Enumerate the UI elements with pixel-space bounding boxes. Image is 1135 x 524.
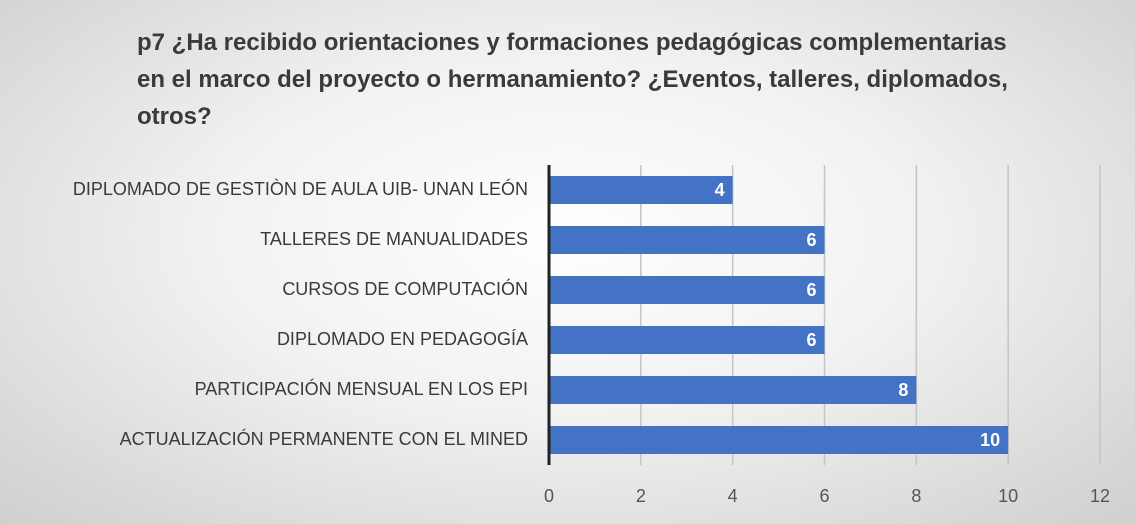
x-tick-label: 12 xyxy=(1090,486,1110,506)
bar xyxy=(549,426,1009,454)
bar xyxy=(549,226,825,254)
data-label: 10 xyxy=(980,430,1000,450)
chart-title: p7 ¿Ha recibido orientaciones y formacio… xyxy=(137,29,1008,130)
bar xyxy=(549,326,825,354)
y-tick-label: DIPLOMADO DE GESTIÒN DE AULA UIB- UNAN L… xyxy=(73,178,528,199)
x-tick-label: 8 xyxy=(911,486,921,506)
y-tick-label: TALLERES DE MANUALIDADES xyxy=(260,229,528,249)
y-tick-label: DIPLOMADO EN PEDAGOGÍA xyxy=(277,329,528,349)
bar xyxy=(549,376,917,404)
x-tick-label: 0 xyxy=(544,486,554,506)
data-label: 4 xyxy=(715,180,725,200)
data-label: 6 xyxy=(806,330,816,350)
y-tick-label: PARTICIPACIÓN MENSUAL EN LOS EPI xyxy=(195,378,528,399)
data-label: 8 xyxy=(898,380,908,400)
x-tick-label: 2 xyxy=(636,486,646,506)
x-tick-label: 10 xyxy=(998,486,1018,506)
x-tick-label: 4 xyxy=(728,486,738,506)
bar xyxy=(549,276,825,304)
y-tick-label: ACTUALIZACIÓN PERMANENTE CON EL MINED xyxy=(120,428,528,449)
y-tick-label: CURSOS DE COMPUTACIÓN xyxy=(282,278,528,299)
data-label: 6 xyxy=(806,280,816,300)
x-tick-label: 6 xyxy=(819,486,829,506)
data-label: 6 xyxy=(806,230,816,250)
bar xyxy=(549,176,733,204)
